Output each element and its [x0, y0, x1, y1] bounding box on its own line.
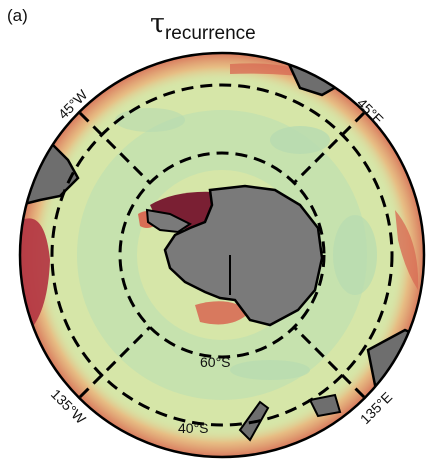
- lat-label-40s: 40°S: [178, 420, 209, 436]
- high-patch-west: [21, 218, 50, 330]
- meridian-45e: [292, 111, 366, 185]
- south-america: [20, 140, 80, 212]
- antarctic-peninsula: [145, 208, 192, 234]
- map-boundary: [18, 51, 426, 459]
- lat-circle-40s: [50, 83, 394, 427]
- meridian-45w: [78, 111, 152, 185]
- lat-circle-60s: [118, 151, 326, 359]
- meridian-135w: [78, 325, 152, 399]
- lat-label-60s: 60°S: [200, 354, 231, 370]
- antarctica: [163, 184, 324, 327]
- tasmania: [308, 393, 342, 418]
- title-symbol: τ: [150, 8, 165, 39]
- high-patch-ross: [195, 301, 250, 325]
- panel-label: (a): [7, 6, 28, 25]
- graticule: [50, 83, 394, 427]
- high-patch-east: [395, 210, 419, 290]
- title-subscript: recurrence: [164, 23, 256, 44]
- map-title: τrecurrence: [150, 8, 256, 44]
- meridian-135e: [292, 325, 366, 399]
